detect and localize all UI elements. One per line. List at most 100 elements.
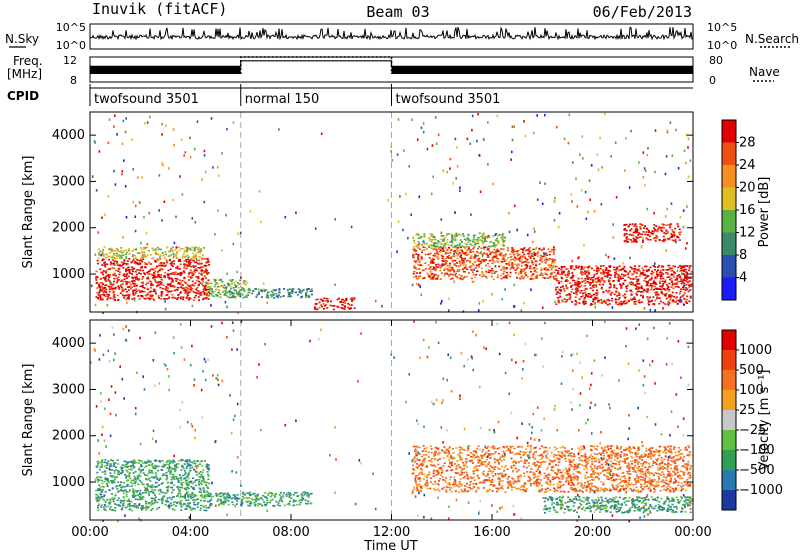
freq-label-1: Freq.: [13, 54, 43, 68]
vel-cbar-tick-6: 500: [739, 363, 764, 378]
nsky-panel: 10^5 10^0 10^5 10^0: [56, 21, 737, 52]
nsky-ytick-bottom: 10^0: [56, 39, 86, 52]
power-colorbar-label: Power [dB]: [757, 177, 772, 248]
cpid-segment-label-0: twofsound 3501: [94, 92, 199, 107]
nave-label: Nave: [749, 65, 780, 79]
power-yaxis-tick-0: 1000: [52, 267, 85, 282]
vel-cbar-tick-4: 25: [739, 403, 756, 418]
power-field-blob-4: [313, 297, 356, 311]
vel-cbar-tick-0: −1000: [739, 483, 783, 498]
cpid-segment-label-1: normal 150: [245, 92, 320, 107]
velocity-panel: 1000 2000 3000 4000 00:00 04:00 08:00 12:00 16:…: [21, 319, 783, 554]
cpid-bar: twofsound 3501 normal 150 twofsound 3501: [89, 84, 693, 107]
velocity-colorbar-label: Velocity [m s⁻¹]: [757, 370, 772, 471]
power-field: [90, 112, 693, 315]
power-colorbar: 4 8 12 16 20 24 28: [721, 119, 756, 301]
power-yaxis-tick-3: 4000: [52, 128, 85, 143]
power-cbar-tick-1: 8: [739, 248, 747, 263]
power-y-axis: 1000 2000 3000 4000: [52, 128, 693, 282]
nsky-ytick-top: 10^5: [56, 21, 86, 34]
power-cbar-tick-2: 12: [739, 226, 756, 241]
vel-yaxis-tick-1: 2000: [52, 429, 85, 444]
vel-cbar-tick-1: −500: [739, 463, 775, 478]
velocity-field: [90, 320, 694, 523]
station-title: Inuvik (fitACF): [92, 0, 227, 18]
nsky-ytick-right-top: 10^5: [707, 21, 737, 34]
vel-cbar-swatch-3: [722, 430, 736, 450]
power-cbar-swatch-0: [722, 277, 736, 300]
power-ylabel: Slant Range [km]: [21, 156, 36, 269]
nsky-panel-frame: [89, 23, 694, 50]
velocity-xlabel: Time UT: [363, 539, 417, 554]
power-field-blob-6: [412, 232, 507, 248]
vel-field-blob-3: [567, 445, 692, 493]
freq-band-segment-0: [90, 67, 241, 74]
vel-xaxis-tick-5: 20:00: [574, 525, 611, 540]
nsearch-label: N.Search: [745, 32, 799, 46]
vel-xaxis-tick-3: 12:00: [373, 525, 410, 540]
nave-ytick-top: 80: [709, 54, 723, 67]
freq-label-2: [MHz]: [7, 67, 42, 81]
power-cbar-tick-3: 16: [739, 203, 756, 218]
power-cbar-tick-5: 24: [739, 158, 756, 173]
power-panel: 1000 2000 3000 4000 Slant Range [km] 4 8 12 16…: [21, 111, 772, 315]
power-field-blob-7: [554, 264, 693, 306]
vel-cbar-swatch-2: [722, 450, 736, 470]
vel-field-blob-0: [95, 458, 211, 512]
freq-band-segment-1: [391, 67, 693, 74]
power-field-blob-8: [623, 223, 682, 243]
vel-cbar-swatch-4: [722, 410, 736, 430]
vel-cbar-tick-3: −25: [739, 423, 766, 438]
power-field-blob-5: [412, 246, 557, 281]
vel-field-blob-4: [542, 495, 693, 514]
power-field-blob-3: [228, 288, 314, 299]
power-cbar-tick-4: 20: [739, 181, 756, 196]
vel-field-sparse-echoes: [90, 320, 694, 523]
vel-cbar-swatch-5: [722, 390, 736, 410]
vel-xaxis-tick-2: 08:00: [272, 525, 309, 540]
vel-cbar-swatch-7: [722, 350, 736, 370]
freq-ytick-top: 12: [63, 54, 77, 67]
nsky-ytick-right-bottom: 10^0: [707, 39, 737, 52]
power-yaxis-tick-2: 3000: [52, 174, 85, 189]
freq-band: [90, 67, 693, 74]
vel-xaxis-tick-6: 00:00: [674, 525, 711, 540]
power-field-blob-1: [97, 246, 205, 260]
nave-series-line: [240, 56, 393, 74]
velocity-colorbar: −1000 −500 −100 −25 25 100 500 1000: [721, 329, 783, 511]
freq-series-line: [90, 60, 693, 67]
power-panel-frame: [89, 111, 694, 313]
cpid-label: CPID: [7, 89, 39, 103]
nave-ytick-bottom: 0: [709, 74, 716, 87]
power-cbar-swatch-6: [722, 142, 736, 165]
vel-cbar-swatch-0: [722, 490, 736, 510]
velocity-y-axis: 1000 2000 3000 4000: [52, 336, 693, 490]
date-title: 06/Feb/2013: [593, 3, 692, 21]
vel-cbar-tick-2: −100: [739, 443, 775, 458]
velocity-x-axis: 00:00 04:00 08:00 12:00 16:00 20:00 00:00: [71, 320, 712, 540]
freq-panel: 12 8 80 0: [63, 54, 723, 87]
vel-field-blob-2: [411, 445, 569, 493]
power-field-blob-2: [205, 278, 251, 299]
cpid-segment-label-2: twofsound 3501: [396, 92, 501, 107]
nsky-trace: [89, 26, 694, 47]
vel-cbar-swatch-1: [722, 470, 736, 490]
power-cbar-tick-6: 28: [739, 136, 756, 151]
beam-title: Beam 03: [366, 3, 429, 21]
power-yaxis-tick-1: 2000: [52, 221, 85, 236]
velocity-ylabel: Slant Range [km]: [21, 364, 36, 477]
power-cbar-swatch-5: [722, 165, 736, 188]
power-cbar-swatch-2: [722, 232, 736, 255]
power-cbar-swatch-4: [722, 187, 736, 210]
power-cbar-tick-0: 4: [739, 271, 747, 286]
freq-ytick-bottom: 8: [70, 74, 77, 87]
vel-cbar-swatch-8: [722, 330, 736, 350]
vel-xaxis-tick-1: 04:00: [172, 525, 209, 540]
nsky-label: N.Sky: [5, 32, 39, 46]
power-field-blob-0: [95, 257, 211, 302]
vel-field-blob-1: [206, 491, 313, 507]
vel-yaxis-tick-3: 4000: [52, 336, 85, 351]
vel-yaxis-tick-0: 1000: [52, 475, 85, 490]
vel-yaxis-tick-2: 3000: [52, 382, 85, 397]
